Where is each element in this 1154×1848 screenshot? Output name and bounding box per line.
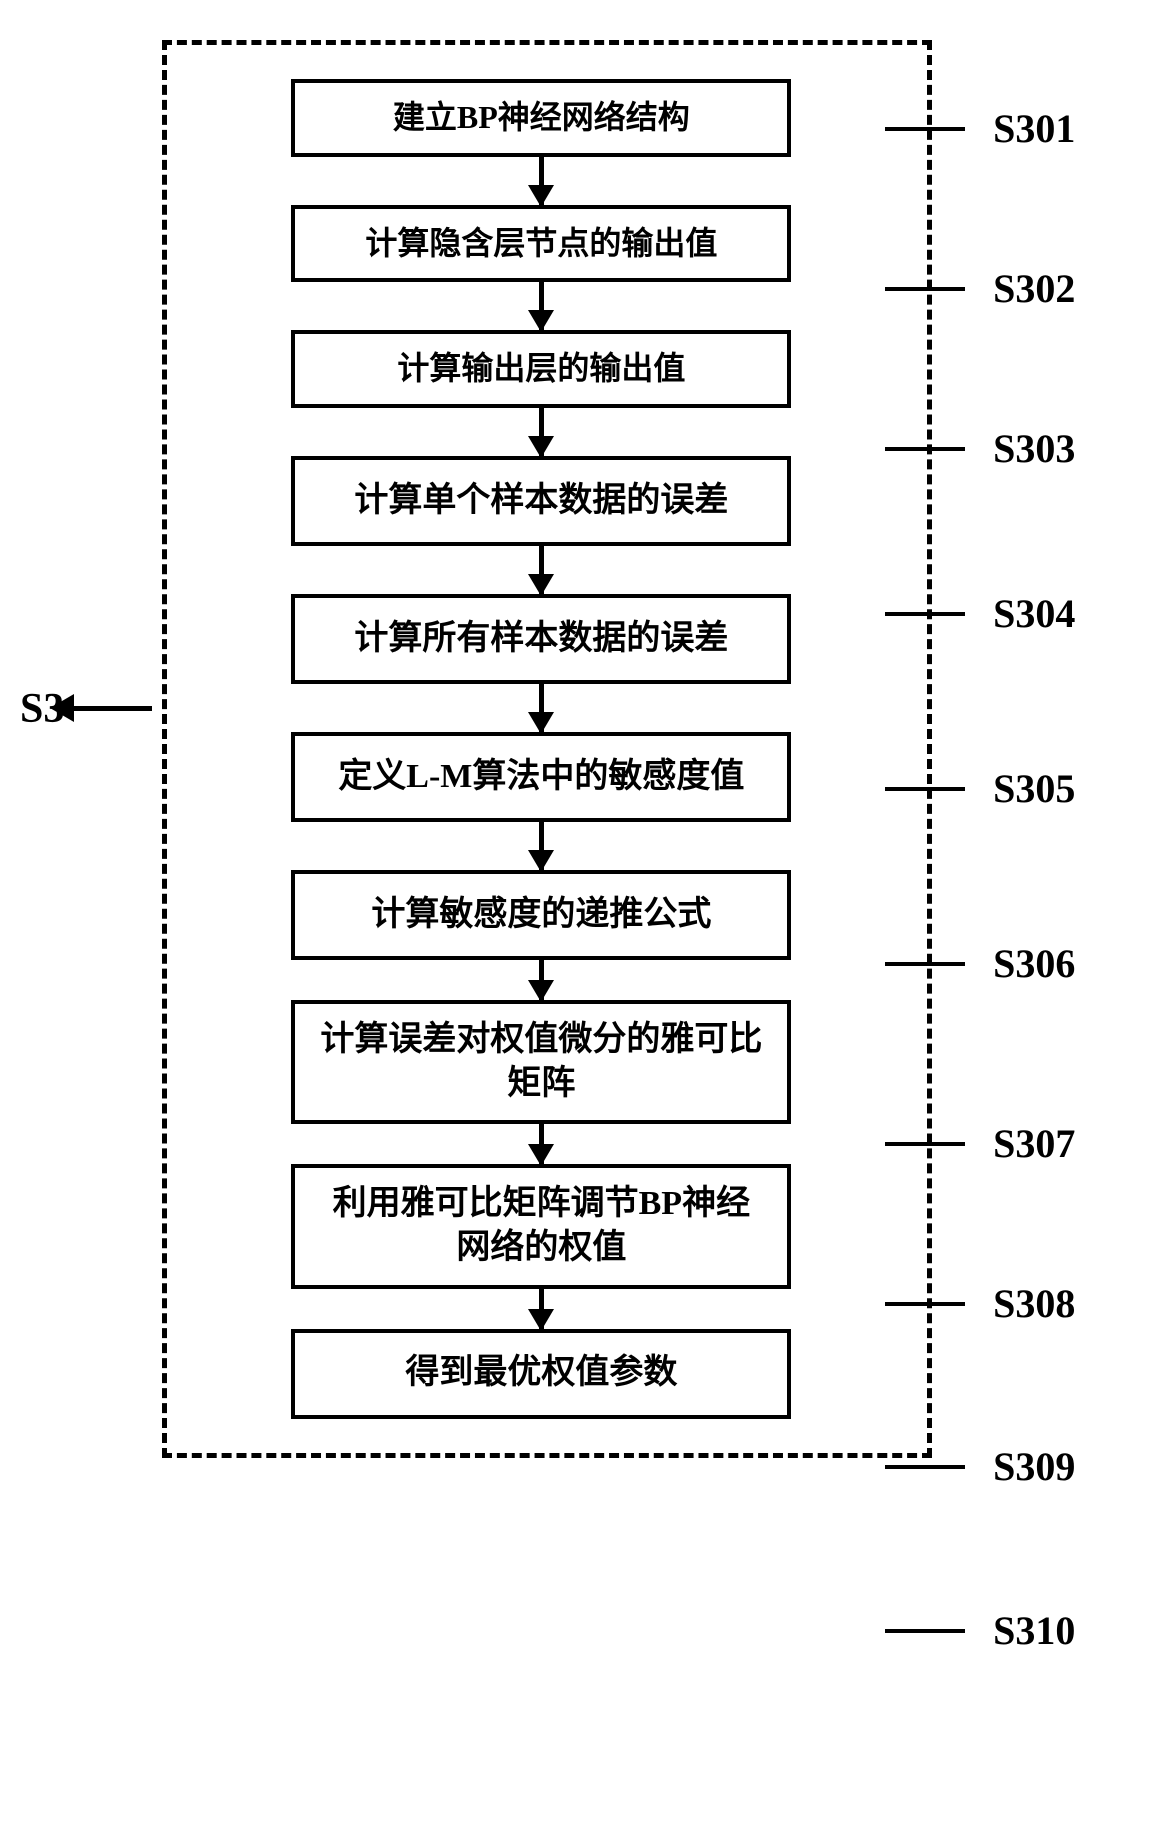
label-connector [885,1629,965,1633]
arrow-left-icon [72,706,152,711]
step-node-s307: 计算敏感度的递推公式 [291,870,791,960]
arrow-down-icon [539,960,544,1000]
label-connector [885,612,965,616]
node-text: 定义L-M算法中的敏感度值 [338,755,744,799]
step-node-s309: 利用雅可比矩阵调节BP神经网络的权值 [291,1164,791,1288]
step-label-s307: S307 [993,1120,1075,1167]
step-label-s302: S302 [993,265,1075,312]
step-node-s306: 定义L-M算法中的敏感度值 [291,732,791,822]
arrow-down-icon [539,282,544,330]
step-label-s308: S308 [993,1280,1075,1327]
node-text: 计算隐含层节点的输出值 [365,223,717,265]
step-node-s310: 得到最优权值参数 [291,1329,791,1419]
step-node-s303: 计算输出层的输出值 [291,330,791,408]
step-node-s305: 计算所有样本数据的误差 [291,594,791,684]
arrow-down-icon [539,1124,544,1164]
node-text: 计算单个样本数据的误差 [354,479,728,523]
node-text: 计算敏感度的递推公式 [371,893,711,937]
step-label-s301: S301 [993,105,1075,152]
step-node-s308: 计算误差对权值微分的雅可比矩阵 [291,1000,791,1124]
diagram-root: S3 S301 S302 S303 S304 S305 S306 S307 S3… [20,40,1134,1458]
step-node-s304: 计算单个样本数据的误差 [291,456,791,546]
arrow-down-icon [539,157,544,205]
label-connector [885,127,965,131]
node-text: 计算误差对权值微分的雅可比矩阵 [317,1018,765,1106]
step-label-s303: S303 [993,425,1075,472]
label-connector [885,962,965,966]
label-connector [885,287,965,291]
step-label-s309: S309 [993,1443,1075,1490]
step-node-s302: 计算隐含层节点的输出值 [291,205,791,283]
arrow-down-icon [539,822,544,870]
node-text: 计算所有样本数据的误差 [354,617,728,661]
label-connector [885,447,965,451]
flow-container: S301 S302 S303 S304 S305 S306 S307 S308 … [162,40,932,1458]
arrow-down-icon [539,684,544,732]
node-text: 利用雅可比矩阵调节BP神经网络的权值 [317,1182,765,1270]
label-connector [885,1142,965,1146]
arrow-down-icon [539,546,544,594]
step-label-s305: S305 [993,765,1075,812]
step-label-s304: S304 [993,590,1075,637]
label-connector [885,787,965,791]
step-label-s306: S306 [993,940,1075,987]
node-text: 计算输出层的输出值 [397,348,685,390]
arrow-down-icon [539,1289,544,1329]
label-connector [885,1465,965,1469]
step-node-s301: 建立BP神经网络结构 [291,79,791,157]
label-connector [885,1302,965,1306]
node-text: 得到最优权值参数 [405,1351,677,1395]
flow-column: 建立BP神经网络结构 计算隐含层节点的输出值 计算输出层的输出值 计算单个样本数… [217,79,865,1419]
step-label-s310: S310 [993,1607,1075,1654]
arrow-down-icon [539,408,544,456]
node-text: 建立BP神经网络结构 [393,97,690,139]
